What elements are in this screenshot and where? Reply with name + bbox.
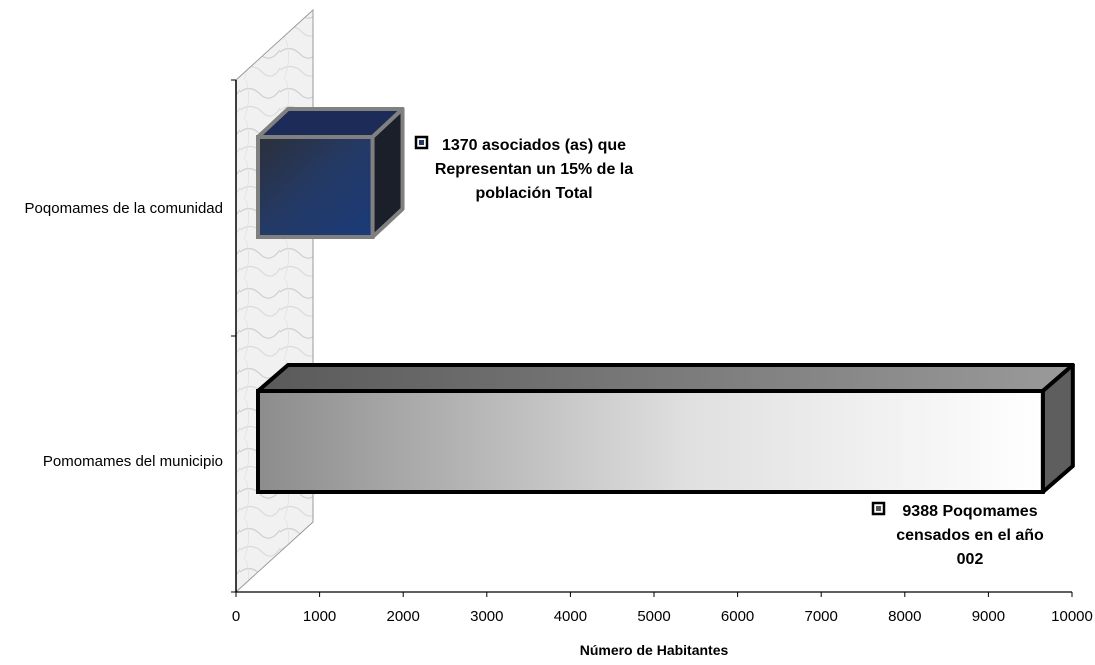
- legend-series-2-line: 002: [957, 551, 984, 568]
- x-tick-label: 2000: [387, 608, 420, 625]
- x-tick-label: 10000: [1051, 608, 1093, 625]
- legend-series-2-line: 9388 Poqomames: [902, 503, 1037, 520]
- bar-top: [256, 363, 1075, 393]
- x-tick-label: 6000: [721, 608, 754, 625]
- legend-series-2-line: censados en el año: [896, 527, 1044, 544]
- bar: [256, 135, 375, 239]
- legend-series-2-marker-fill: [876, 506, 881, 511]
- legend-series-1-line: 1370 asociados (as) que: [442, 137, 626, 154]
- y-category-label: Pomomames del municipio: [43, 453, 223, 470]
- y-category-label: Poqomames de la comunidad: [25, 200, 223, 217]
- x-tick-label: 8000: [888, 608, 921, 625]
- legend-series-1-line: Representan un 15% de la: [435, 161, 633, 178]
- x-tick-label: 5000: [637, 608, 670, 625]
- legend-series-1-line: población Total: [475, 185, 592, 202]
- x-tick-label: 0: [232, 608, 240, 625]
- x-axis-title: Número de Habitantes: [580, 642, 729, 658]
- side-wall: [235, 8, 314, 594]
- x-tick-label: 4000: [554, 608, 587, 625]
- x-tick-label: 3000: [470, 608, 503, 625]
- x-tick-label: 7000: [805, 608, 838, 625]
- legend-series-1-marker-fill: [419, 140, 424, 145]
- x-tick-label: 1000: [303, 608, 336, 625]
- bar: [256, 389, 1045, 494]
- x-tick-label: 9000: [972, 608, 1005, 625]
